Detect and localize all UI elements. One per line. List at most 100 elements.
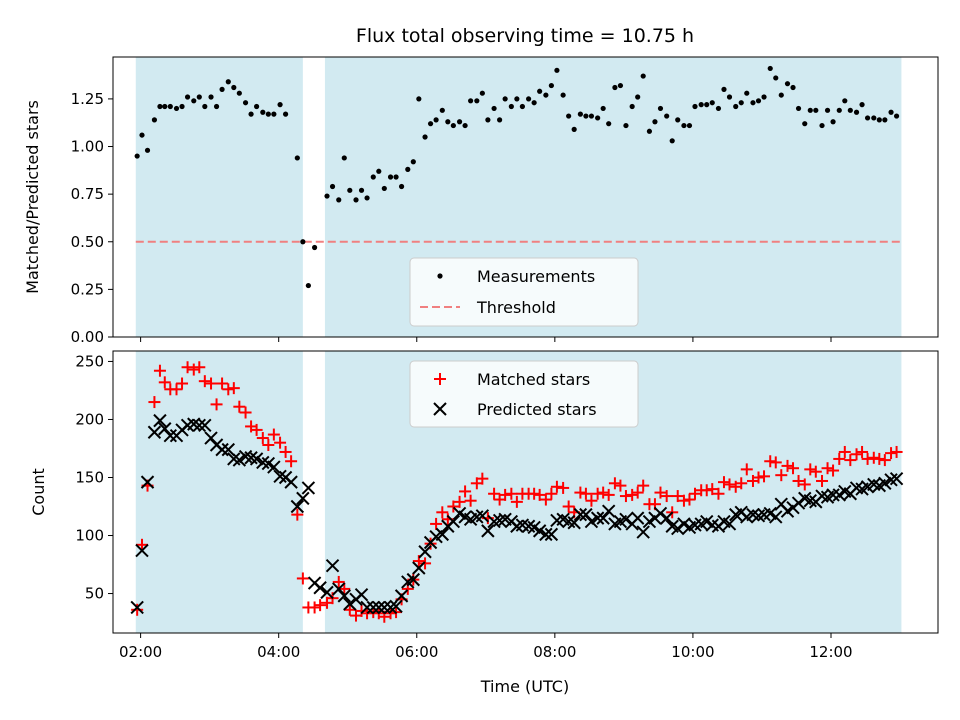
x-axis-label: Time (UTC) (480, 677, 569, 696)
measurement-point (439, 107, 445, 113)
predicted-star-point (249, 452, 264, 466)
predicted-star-point (301, 481, 316, 495)
predicted-star-point (325, 558, 340, 573)
measurement-point (433, 117, 439, 123)
measurement-point (376, 168, 382, 174)
measurement-point (514, 96, 520, 102)
predicted-star-point (153, 413, 167, 428)
measurement-point (847, 107, 853, 113)
matched-star-point (222, 383, 235, 396)
measurement-point (519, 103, 525, 110)
matched-star-point (459, 485, 472, 498)
measurement-point (427, 121, 434, 127)
ratio-panel: 0.00 0.25 0.50 0.75 1.00 1.25 Matched/Predict… (23, 56, 939, 346)
measurement-point (491, 105, 497, 112)
matched-star-point (885, 447, 898, 460)
matched-star-point (361, 607, 374, 620)
count-panel: 50 100 150 200 250 02:00 04:00 06:00 08:00 10:00… (29, 350, 939, 696)
matched-star-point (198, 375, 211, 388)
measurement-point (571, 126, 577, 132)
measurement-point (300, 239, 306, 245)
measurement-point (842, 98, 848, 104)
matched-star-point (574, 486, 587, 499)
measurement-point (871, 115, 877, 121)
measurement-point (151, 117, 158, 123)
matched-star-point (769, 456, 782, 469)
measurement-point (456, 119, 463, 125)
measurement-point (767, 65, 773, 72)
matched-star-point (677, 494, 690, 507)
measurement-point (652, 119, 658, 125)
matched-star-point (619, 490, 632, 503)
matched-star-point (539, 493, 552, 506)
matched-star-point (844, 454, 857, 467)
matched-star-point (250, 423, 263, 436)
matched-star-point (279, 445, 292, 458)
measurement-point (893, 113, 900, 119)
legend-predicted-marker (433, 402, 447, 416)
measurement-point (144, 147, 151, 153)
matched-star-point (170, 383, 183, 396)
measurement-point (462, 122, 468, 129)
predicted-star-point (394, 589, 409, 603)
measurement-points (134, 65, 900, 289)
measurement-point (134, 153, 140, 159)
legend-measurements-label: Measurements (477, 267, 595, 286)
predicted-star-point (619, 512, 633, 526)
y-tick-label: 0.00 (71, 328, 104, 346)
measurement-point (526, 96, 532, 102)
matched-star-point (308, 601, 321, 614)
measurement-point (888, 109, 894, 115)
matched-star-point (856, 445, 869, 458)
predicted-star-point (418, 545, 432, 559)
measurement-point (836, 107, 842, 113)
measurement-point (560, 92, 566, 98)
ratio-panel-frame (112, 56, 939, 338)
matched-star-point (285, 455, 298, 468)
matched-star-point (233, 400, 246, 413)
measurement-point (583, 113, 589, 119)
matched-star-point (712, 487, 725, 500)
matched-star-point (637, 479, 650, 492)
predicted-star-point (601, 504, 616, 518)
measurement-point (726, 94, 733, 100)
measurement-point (790, 84, 796, 91)
measurement-point (859, 102, 865, 108)
y-tick-label: 0.75 (71, 185, 104, 203)
predicted-star-point (313, 581, 327, 595)
predicted-star-point (475, 509, 490, 523)
predicted-star-point (296, 491, 310, 506)
matched-star-point (262, 439, 275, 451)
matched-star-point (804, 463, 817, 476)
measurement-point (531, 100, 537, 106)
measurement-point (294, 155, 300, 161)
matched-star-point (631, 486, 644, 499)
measurement-point (657, 105, 664, 112)
matched-star-point (850, 448, 863, 461)
measurement-point (248, 111, 254, 117)
matched-star-point (775, 469, 788, 482)
measurement-point (445, 119, 451, 125)
measurement-point (231, 84, 237, 91)
predicted-star-point (140, 475, 155, 489)
predicted-star-point (659, 511, 674, 525)
ratio-legend: Measurements Threshold (409, 257, 639, 327)
predicted-star-point (366, 600, 380, 615)
measurement-point (497, 117, 503, 123)
matched-star-point (533, 488, 546, 501)
predicted-star-point (878, 476, 892, 491)
matched-star-point (735, 477, 748, 490)
matched-star-point (176, 377, 189, 390)
x-tick-label: 04:00 (257, 643, 300, 661)
predicted-star-point (377, 600, 392, 615)
measurement-point (173, 105, 180, 112)
measurement-point (635, 94, 641, 100)
predicted-star-point (653, 506, 668, 521)
x-tick-label: 10:00 (671, 643, 714, 661)
measurement-point (721, 86, 727, 92)
matched-star-point (827, 464, 840, 477)
measurement-point (882, 117, 888, 123)
measurement-point (692, 103, 698, 110)
predicted-star-point (284, 475, 298, 489)
measurement-point (208, 94, 214, 100)
